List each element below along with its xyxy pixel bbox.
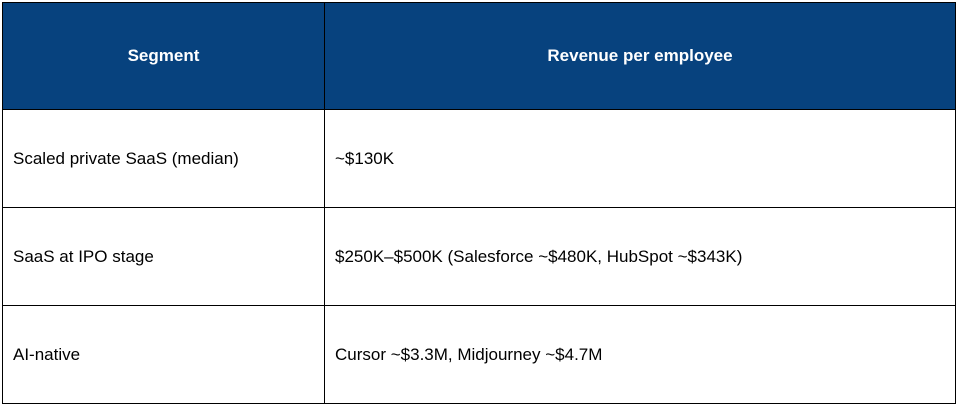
table-header: Segment Revenue per employee: [2, 2, 956, 110]
table-row: SaaS at IPO stage $250K–$500K (Salesforc…: [2, 207, 956, 306]
segment-cell: SaaS at IPO stage: [2, 207, 325, 306]
table-row: AI-native Cursor ~$3.3M, Midjourney ~$4.…: [2, 305, 956, 404]
header-row: Segment Revenue per employee: [2, 2, 956, 110]
column-header-segment: Segment: [2, 2, 325, 110]
revenue-cell: $250K–$500K (Salesforce ~$480K, HubSpot …: [324, 207, 956, 306]
revenue-cell: Cursor ~$3.3M, Midjourney ~$4.7M: [324, 305, 956, 404]
column-header-revenue: Revenue per employee: [324, 2, 956, 110]
segment-cell: AI-native: [2, 305, 325, 404]
table-body: Scaled private SaaS (median) ~$130K SaaS…: [2, 109, 956, 404]
revenue-cell: ~$130K: [324, 109, 956, 208]
segment-cell: Scaled private SaaS (median): [2, 109, 325, 208]
table-row: Scaled private SaaS (median) ~$130K: [2, 109, 956, 208]
